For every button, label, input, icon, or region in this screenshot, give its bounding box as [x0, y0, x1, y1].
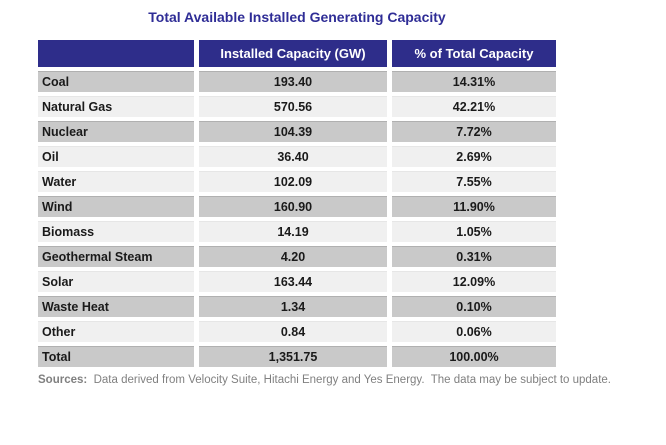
table-row: Wind 160.90 11.90% — [38, 196, 556, 217]
cell-source: Oil — [38, 146, 194, 167]
table-row: Geothermal Steam 4.20 0.31% — [38, 246, 556, 267]
cell-percent: 0.06% — [392, 321, 556, 342]
cell-percent: 42.21% — [392, 96, 556, 117]
cell-source: Total — [38, 346, 194, 367]
cell-source: Coal — [38, 71, 194, 92]
source-note: Sources: Data derived from Velocity Suit… — [38, 373, 652, 388]
table-row: Oil 36.40 2.69% — [38, 146, 556, 167]
cell-source: Water — [38, 171, 194, 192]
table-row: Coal 193.40 14.31% — [38, 71, 556, 92]
cell-source: Other — [38, 321, 194, 342]
table-row: Other 0.84 0.06% — [38, 321, 556, 342]
cell-source: Waste Heat — [38, 296, 194, 317]
cell-capacity: 193.40 — [199, 71, 387, 92]
table-row: Water 102.09 7.55% — [38, 171, 556, 192]
cell-percent: 12.09% — [392, 271, 556, 292]
header-cell-source — [38, 40, 194, 67]
source-label: Sources: — [38, 374, 88, 386]
table-row: Total 1,351.75 100.00% — [38, 346, 556, 367]
cell-source: Geothermal Steam — [38, 246, 194, 267]
cell-source: Nuclear — [38, 121, 194, 142]
table-row: Waste Heat 1.34 0.10% — [38, 296, 556, 317]
table-title: Total Available Installed Generating Cap… — [148, 9, 446, 25]
cell-capacity: 163.44 — [199, 271, 387, 292]
cell-percent: 7.72% — [392, 121, 556, 142]
cell-capacity: 1,351.75 — [199, 346, 387, 367]
header-cell-percent: % of Total Capacity — [392, 40, 556, 67]
table-row: Solar 163.44 12.09% — [38, 271, 556, 292]
table-row: Biomass 14.19 1.05% — [38, 221, 556, 242]
cell-percent: 1.05% — [392, 221, 556, 242]
cell-source: Natural Gas — [38, 96, 194, 117]
table-row: Nuclear 104.39 7.72% — [38, 121, 556, 142]
header-row: Installed Capacity (GW) % of Total Capac… — [38, 40, 556, 67]
table-row: Natural Gas 570.56 42.21% — [38, 96, 556, 117]
header-cell-capacity: Installed Capacity (GW) — [199, 40, 387, 67]
cell-capacity: 36.40 — [199, 146, 387, 167]
cell-percent: 0.10% — [392, 296, 556, 317]
cell-percent: 0.31% — [392, 246, 556, 267]
cell-capacity: 104.39 — [199, 121, 387, 142]
cell-percent: 7.55% — [392, 171, 556, 192]
cell-source: Wind — [38, 196, 194, 217]
source-text: Data derived from Velocity Suite, Hitach… — [87, 374, 611, 386]
cell-capacity: 0.84 — [199, 321, 387, 342]
cell-capacity: 4.20 — [199, 246, 387, 267]
table-body: Coal 193.40 14.31% Natural Gas 570.56 42.21% N… — [38, 71, 556, 367]
cell-capacity: 570.56 — [199, 96, 387, 117]
cell-percent: 100.00% — [392, 346, 556, 367]
cell-percent: 14.31% — [392, 71, 556, 92]
cell-source: Solar — [38, 271, 194, 292]
cell-percent: 2.69% — [392, 146, 556, 167]
cell-source: Biomass — [38, 221, 194, 242]
cell-capacity: 102.09 — [199, 171, 387, 192]
cell-percent: 11.90% — [392, 196, 556, 217]
cell-capacity: 14.19 — [199, 221, 387, 242]
cell-capacity: 1.34 — [199, 296, 387, 317]
cell-capacity: 160.90 — [199, 196, 387, 217]
capacity-table: Installed Capacity (GW) % of Total Capac… — [33, 36, 561, 371]
